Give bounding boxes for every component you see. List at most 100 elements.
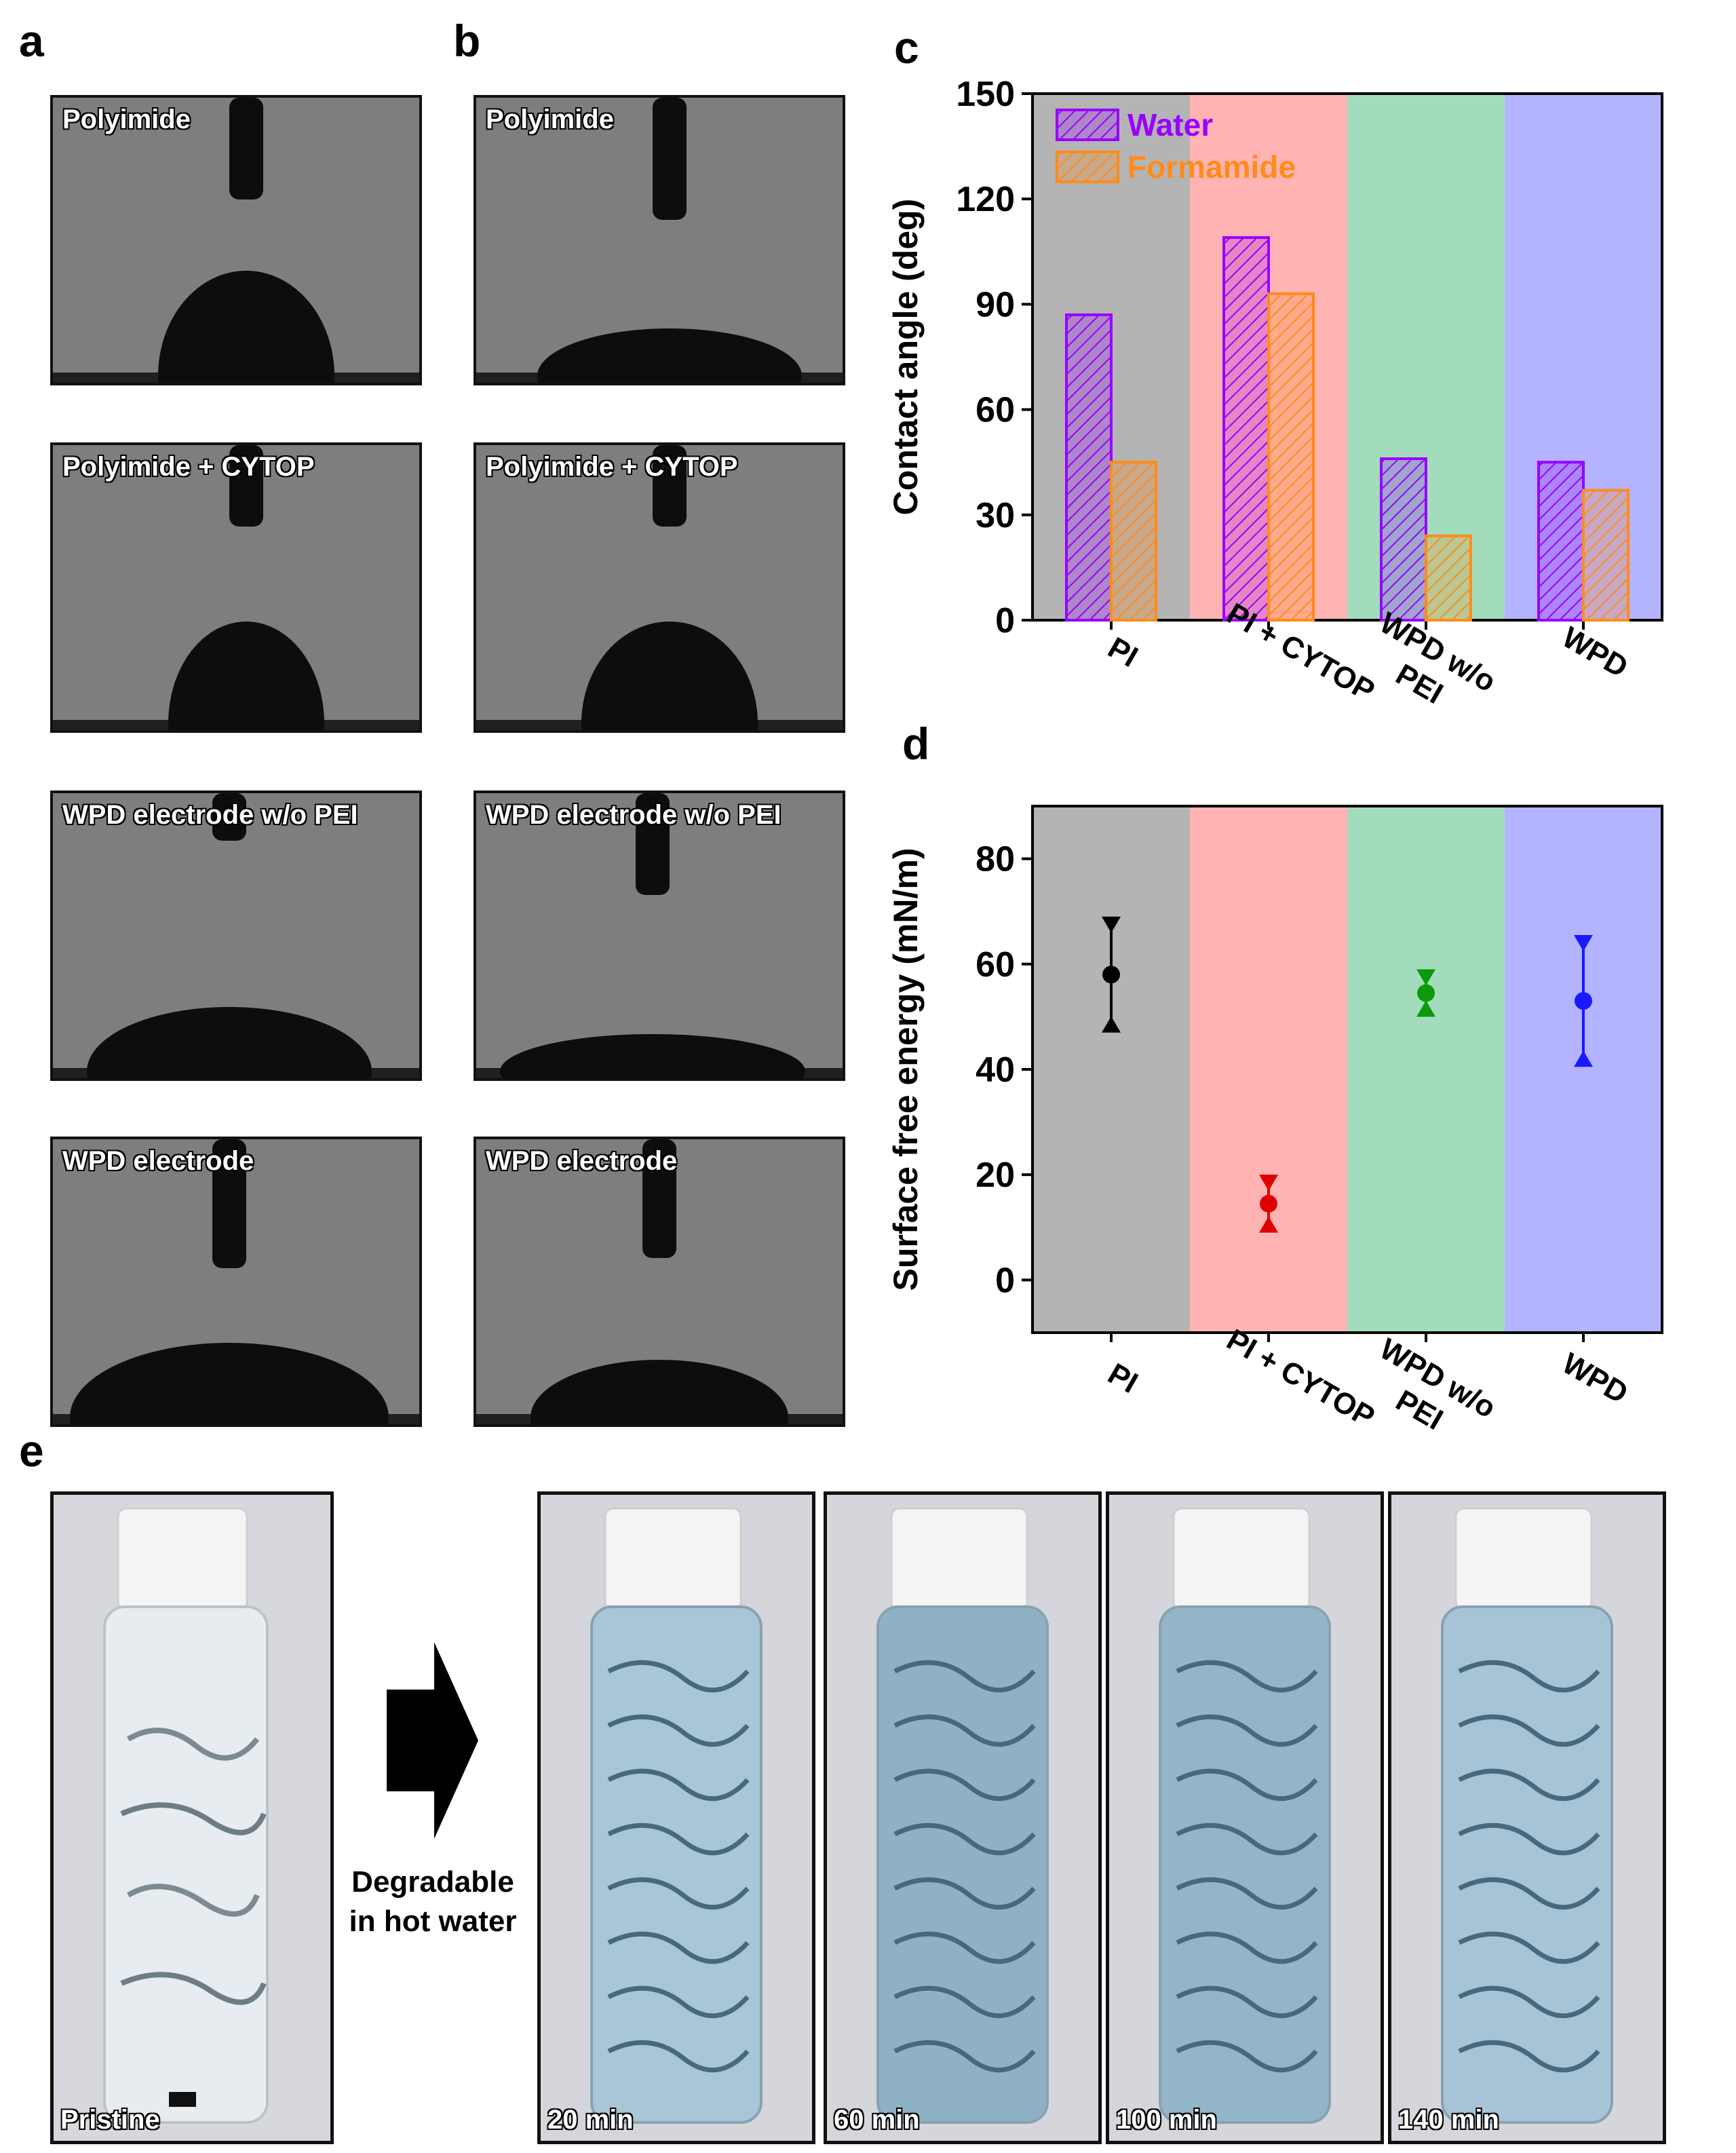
wave-pattern [1458,1877,1600,1910]
contact-angle-image-b-3: WPD electrode [474,1137,845,1427]
mean-point [1417,984,1435,1002]
droplet [500,1034,805,1078]
contact-angle-image-a-3: WPD electrode [50,1137,422,1427]
photo-label: Pristine [60,2105,160,2135]
y-tick-label: 60 [976,945,1015,985]
wave-pattern [607,1931,750,1964]
arrow-icon [387,1642,478,1839]
image-title: Polyimide + CYTOP [62,452,315,482]
vial-cap [604,1507,742,1612]
droplet [168,622,324,730]
image-title: WPD electrode [486,1146,678,1176]
lower-marker [1102,1016,1121,1033]
needle [653,98,687,220]
needle [229,445,263,527]
bar-formamide [1582,489,1629,622]
image-title: Polyimide [62,104,191,134]
wave-pattern [893,1768,1036,1802]
vial-body [1159,1605,1331,2124]
bar-formamide [1425,534,1472,622]
wave-pattern [1458,1768,1600,1802]
wave-pattern [893,1877,1036,1910]
y-axis-label: Surface free energy (mN/m) [887,847,925,1291]
droplet-image [53,98,419,383]
legend-swatch [1056,109,1119,141]
vial-cap [890,1507,1028,1612]
wave-pattern [893,1660,1036,1693]
droplet [531,1360,788,1424]
vial-photo-pristine: Pristine [50,1491,334,2144]
vial-image [1109,1495,1381,2141]
wave-pattern [893,2040,1036,2073]
vial-image [541,1495,812,2141]
panel-label-b: b [453,16,481,66]
bar-formamide [1110,461,1157,622]
image-title: Polyimide [486,104,614,134]
wave-pattern [1458,1714,1600,1747]
degradation-caption: Degradable in hot water [331,1863,535,1941]
vial-image [54,1495,330,2141]
bar-water [1065,313,1113,622]
x-tick-label: PI + CYTOP [1221,1323,1381,1434]
legend-label: Formamide [1127,149,1296,185]
legend-label: Water [1127,107,1213,142]
y-tick-label: 40 [976,1050,1015,1090]
bar-formamide [1267,292,1315,622]
x-tick-label: WPD w/oPEI [1356,1332,1501,1456]
wave-pattern [1176,1985,1318,2019]
wave-pattern [607,1660,750,1693]
needle [636,793,670,895]
wave-pattern [607,1714,750,1747]
y-tick-label: 0 [995,1261,1015,1300]
caption-line-2: in hot water [349,1905,517,1938]
y-tick-label: 60 [976,391,1015,430]
y-tick-label: 90 [976,285,1015,324]
upper-marker [1416,969,1435,986]
wave-pattern [1458,1660,1600,1693]
wave-pattern [893,1985,1036,2019]
needle [229,98,263,199]
photo-label: 60 min [834,2105,920,2135]
vial-body [590,1605,763,2124]
x-tick-label: WPD [1557,621,1634,685]
lower-marker [1574,1050,1593,1067]
vial-cap [1172,1507,1311,1612]
droplet [158,271,334,383]
wave-pattern [1176,1768,1318,1802]
vial-photo-2: 100 min [1106,1491,1384,2144]
lower-marker [1416,1000,1435,1017]
wave-pattern [1458,2040,1600,2073]
needle [642,1139,676,1258]
wave-pattern [1176,1714,1318,1747]
wave-pattern [607,1985,750,2019]
droplet-image [53,445,419,730]
wave-pattern [893,1714,1036,1747]
bar-water [1380,457,1427,622]
background-band [1347,806,1505,1333]
wave-pattern [1176,1660,1318,1693]
background-band [1033,806,1190,1333]
y-tick-label: 80 [976,840,1015,879]
legend-swatch [1056,151,1119,183]
bar-water [1537,461,1585,622]
needle [212,793,246,841]
x-tick-label: WPD [1557,1347,1634,1411]
droplet-image [476,445,843,730]
image-title: Polyimide + CYTOP [486,452,738,482]
needle [212,1139,246,1268]
x-tick-label: PI [1102,631,1144,674]
mean-point [1102,966,1120,984]
wave-pattern [1176,1877,1318,1910]
wave-pattern [607,2040,750,2073]
wave-pattern [893,1823,1036,1856]
droplet-image [53,1139,419,1424]
photo-label: 100 min [1116,2105,1217,2135]
contact-angle-image-a-2: WPD electrode w/o PEI [50,790,422,1081]
wave-pattern [1458,1985,1600,2019]
contact-angle-chart: 0 30 60 90 120 150 Water Formamide Contact angle… [887,75,1663,710]
vial-cap [1454,1507,1593,1612]
y-tick-label: 120 [956,180,1015,219]
vial-image [1391,1495,1663,2141]
upper-marker [1574,935,1593,951]
upper-marker [1259,1175,1278,1192]
